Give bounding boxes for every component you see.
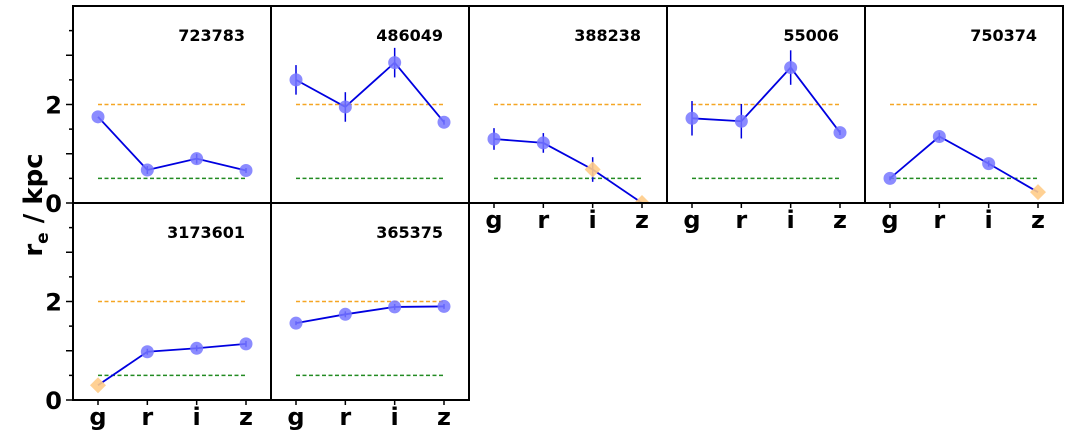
x-tick-label: z [1031, 206, 1045, 234]
data-point [982, 157, 996, 171]
panel-486049: 486049 [270, 5, 470, 204]
panel-title: 388238 [574, 26, 641, 45]
panel-3173601: 3173601 0 2 g r i z [45, 202, 272, 431]
x-tick-label: z [833, 206, 847, 234]
panel-plot-area [883, 103, 1046, 201]
data-point-rejected [634, 195, 650, 203]
data-point [239, 163, 253, 177]
data-point [685, 111, 699, 125]
x-tick-label: r [933, 206, 945, 234]
panel-title: 723783 [178, 26, 245, 45]
data-point [932, 130, 946, 144]
panel-title: 55006 [783, 26, 839, 45]
panel-365375: 365375 g r i z [270, 202, 470, 431]
x-tick-label: r [141, 403, 153, 431]
panel-title: 365375 [376, 223, 443, 242]
series-line [295, 305, 445, 325]
data-point [91, 110, 105, 124]
y-axis-label-unit: / kpc [19, 153, 49, 232]
data-point [289, 73, 303, 87]
series-line [889, 135, 1039, 193]
panel-title: 486049 [376, 26, 443, 45]
x-tick-label: g [287, 403, 304, 431]
data-point [833, 126, 847, 140]
y-tick-label: 0 [45, 387, 62, 415]
data-point [190, 152, 204, 166]
panel-750374: 750374 g r i z [864, 5, 1064, 234]
panel-55006: 55006 g r i z [666, 5, 866, 234]
panel-title: 750374 [970, 26, 1037, 45]
y-tick-label: 2 [45, 92, 62, 120]
data-point-rejected [584, 161, 601, 178]
series-line [691, 66, 841, 134]
x-tick-label: g [485, 206, 502, 234]
data-point [437, 115, 451, 129]
panel-388238: 388238 g r i z [468, 5, 668, 234]
series-line [97, 116, 247, 172]
y-axis-label: re / kpc [19, 153, 53, 256]
data-point [239, 337, 253, 351]
x-tick-label: i [985, 206, 993, 234]
data-point [388, 300, 402, 314]
data-point [883, 171, 897, 185]
data-point [338, 307, 352, 321]
panel-plot-area [91, 103, 253, 180]
panel-plot-area [487, 103, 650, 203]
x-tick-label: i [193, 403, 201, 431]
data-point [190, 341, 204, 355]
series-line [295, 61, 445, 123]
panel-723783: 723783 0 2 [45, 5, 272, 218]
data-point [536, 136, 550, 150]
x-tick-label: i [391, 403, 399, 431]
x-tick-label: z [437, 403, 451, 431]
x-tick-label: i [589, 206, 597, 234]
x-tick-label: z [239, 403, 253, 431]
panels-group: 723783 0 2 486049 388238 g r i z 55006 g r i z 750374 g… [45, 5, 1064, 431]
x-tick-label: g [89, 403, 106, 431]
data-point-rejected [1030, 184, 1046, 201]
y-axis-label-subscript: e [33, 232, 53, 244]
data-point [437, 299, 451, 313]
y-tick-label: 2 [45, 289, 62, 317]
data-point [734, 114, 748, 128]
series-line [493, 138, 643, 203]
series-line [97, 342, 247, 386]
x-tick-label: r [537, 206, 549, 234]
data-point [388, 56, 402, 70]
data-point [140, 345, 154, 359]
data-point [784, 61, 798, 75]
panel-plot-area [90, 300, 253, 394]
panel-frame [270, 202, 470, 401]
panel-plot-area [685, 50, 847, 180]
x-tick-label: g [683, 206, 700, 234]
x-tick-label: i [787, 206, 795, 234]
panel-title: 3173601 [167, 223, 245, 242]
data-point [140, 163, 154, 177]
x-tick-label: z [635, 206, 649, 234]
data-point [289, 316, 303, 330]
x-tick-label: g [881, 206, 898, 234]
panel-frame [864, 5, 1064, 204]
x-tick-label: r [735, 206, 747, 234]
y-axis-label-symbol: r [19, 244, 49, 257]
data-point [487, 132, 501, 146]
panel-plot-area [289, 47, 451, 180]
data-point [338, 100, 352, 114]
y-tick-label: 0 [45, 190, 62, 218]
panel-plot-area [289, 299, 451, 377]
x-tick-label: r [339, 403, 351, 431]
data-point-rejected [90, 377, 106, 394]
